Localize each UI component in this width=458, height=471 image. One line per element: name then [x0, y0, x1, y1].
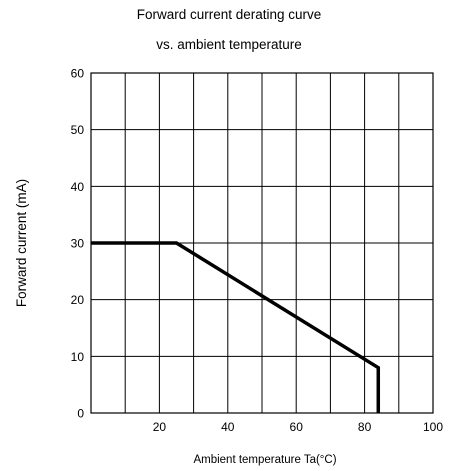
series-line [91, 241, 381, 413]
y-tick-label: 50 [71, 123, 85, 137]
x-tick-label: 20 [153, 420, 167, 434]
x-tick-label: 100 [423, 420, 443, 434]
y-axis-label: Forward current (mA) [14, 179, 29, 307]
y-tick-label: 0 [77, 407, 84, 421]
y-tick-label: 20 [71, 293, 85, 307]
chart-subtitle: vs. ambient temperature [156, 37, 302, 52]
y-tick-label: 60 [71, 67, 85, 81]
x-tick-label: 80 [358, 420, 372, 434]
y-tick-label: 10 [71, 350, 85, 364]
y-tick-label: 40 [71, 180, 85, 194]
x-tick-label: 40 [221, 420, 235, 434]
chart-title: Forward current derating curve [136, 7, 322, 22]
y-tick-label: 30 [71, 237, 85, 251]
x-axis-label: Ambient temperature Ta(°C) [193, 454, 336, 466]
x-tick-label: 60 [290, 420, 304, 434]
